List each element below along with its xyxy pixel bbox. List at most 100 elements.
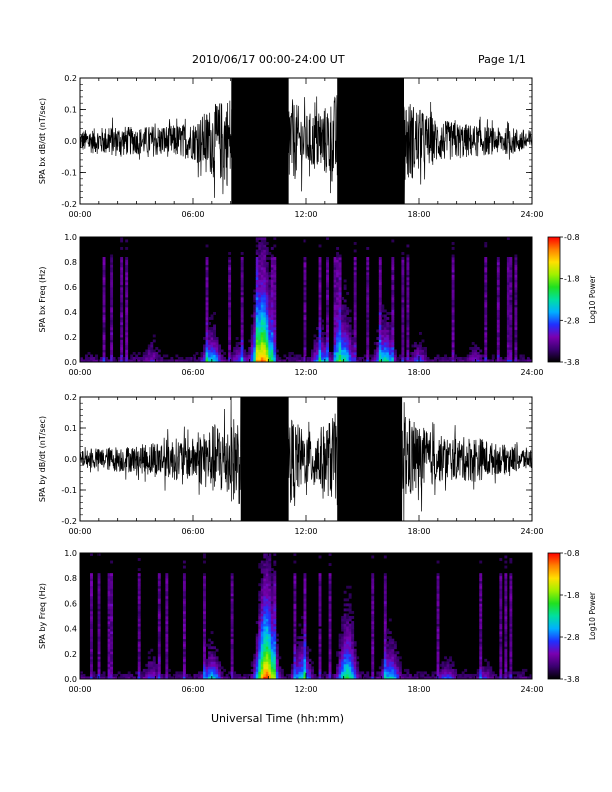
spectrogram-cell xyxy=(313,344,317,348)
spectrogram-cell xyxy=(419,344,422,348)
spectrogram-cell xyxy=(233,359,237,363)
spectrogram-cell xyxy=(318,257,322,260)
spectrogram-cell xyxy=(383,357,387,360)
spectrogram-cell xyxy=(393,668,397,672)
spectrogram-cell xyxy=(328,585,332,589)
spectrogram-cell xyxy=(205,337,209,340)
spectrogram-cell xyxy=(132,357,136,360)
spectrogram-cell xyxy=(255,307,259,310)
spectrogram-cell xyxy=(333,299,337,303)
spectrogram-cell xyxy=(471,673,475,677)
spectrogram-cell xyxy=(137,633,141,637)
spectrogram-cell xyxy=(102,299,106,303)
spectrogram-cell xyxy=(270,628,274,632)
spectrogram-cell xyxy=(258,279,262,283)
spectrogram-cell xyxy=(165,580,169,584)
spectrogram-cell xyxy=(303,289,307,293)
spectrogram-cell xyxy=(366,314,370,318)
spectrogram-cell xyxy=(353,309,357,313)
spectrogram-cell xyxy=(303,648,307,652)
saturated-segment xyxy=(354,78,357,204)
spectrogram-cell xyxy=(137,610,141,614)
spectrogram-cell xyxy=(273,563,277,566)
colorbar-tick-label: -3.8 xyxy=(564,675,580,684)
spectrogram-cell xyxy=(107,673,111,677)
spectrogram-cell xyxy=(391,297,395,300)
spectrogram-cell xyxy=(479,646,483,650)
saturated-segment xyxy=(261,397,265,521)
spectrogram-cell xyxy=(250,339,254,343)
spectrogram-cell xyxy=(353,676,357,680)
spectrogram-cell xyxy=(258,317,262,320)
spectrogram-cell xyxy=(499,359,503,363)
spectrogram-cell xyxy=(366,272,370,275)
spectrogram-cell xyxy=(406,294,410,298)
spectrogram-cell xyxy=(265,284,269,288)
spectrogram-cell xyxy=(203,673,206,677)
spectrogram-cell xyxy=(240,279,244,283)
spectrogram-cell xyxy=(243,673,247,677)
spectrogram-cell xyxy=(499,603,503,607)
saturated-segment xyxy=(369,397,372,521)
spectrogram-cell xyxy=(496,342,500,345)
spectrogram-cell xyxy=(273,583,277,587)
spectrogram-cell xyxy=(449,671,453,675)
spectrogram-cell xyxy=(213,352,216,355)
spectrogram-cell xyxy=(336,663,340,667)
spectrogram-cell xyxy=(341,307,345,310)
spectrogram-cell xyxy=(255,666,259,670)
spectrogram-cell xyxy=(258,671,262,675)
spectrogram-cell xyxy=(298,661,302,665)
spectrogram-cell xyxy=(265,262,269,265)
spectrogram-cell xyxy=(295,651,299,655)
saturated-segment xyxy=(397,78,401,204)
spectrogram-cell xyxy=(208,651,211,655)
spectrogram-cell xyxy=(263,643,267,647)
spectrogram-cell xyxy=(406,269,410,273)
spectrogram-cell xyxy=(451,264,455,268)
spectrogram-cell xyxy=(203,623,206,627)
spectrogram-cell xyxy=(265,277,269,280)
spectrogram-cell xyxy=(351,656,355,660)
spectrogram-cell xyxy=(213,332,216,335)
spectrogram-cell xyxy=(205,668,209,672)
spectrogram-cell xyxy=(318,658,322,662)
spectrogram-cell xyxy=(265,608,269,612)
spectrogram-cell xyxy=(391,668,395,672)
spectrogram-cell xyxy=(258,605,262,609)
spectrogram-cell xyxy=(451,312,455,315)
spectrogram-cell xyxy=(328,641,332,645)
spectrogram-cell xyxy=(378,264,382,268)
y-axis-label: SPA bx dB/dt (nT/sec) xyxy=(38,98,47,184)
spectrogram-cell xyxy=(328,643,332,647)
spectrogram-cell xyxy=(436,588,440,592)
spectrogram-cell xyxy=(383,671,387,675)
spectrogram-cell xyxy=(210,653,214,657)
spectrogram-cell xyxy=(391,676,395,680)
spectrogram-cell xyxy=(228,267,232,270)
spectrogram-cell xyxy=(260,344,264,348)
spectrogram-cell xyxy=(250,661,254,665)
spectrogram-cell xyxy=(326,277,329,280)
saturated-segment xyxy=(358,78,361,204)
spectrogram-cell xyxy=(454,671,458,675)
spectrogram-cell xyxy=(371,631,375,635)
spectrogram-cell xyxy=(406,282,410,285)
spectrogram-cell xyxy=(376,342,380,345)
spectrogram-cell xyxy=(270,663,274,667)
spectrogram-cell xyxy=(255,636,259,640)
spectrogram-cell xyxy=(293,359,297,363)
spectrogram-cell xyxy=(248,673,252,677)
spectrogram-cell xyxy=(260,590,264,594)
spectrogram-cell xyxy=(150,344,154,348)
spectrogram-cell xyxy=(333,337,337,340)
spectrogram-cell xyxy=(268,653,272,657)
spectrogram-cell xyxy=(496,284,500,288)
spectrogram-cell xyxy=(230,573,234,577)
spectrogram-cell xyxy=(258,646,262,650)
spectrogram-cell xyxy=(494,673,498,677)
spectrogram-cell xyxy=(145,359,149,363)
spectrogram-cell xyxy=(353,282,357,285)
spectrogram-cell xyxy=(484,307,488,310)
spectrogram-cell xyxy=(426,357,430,360)
